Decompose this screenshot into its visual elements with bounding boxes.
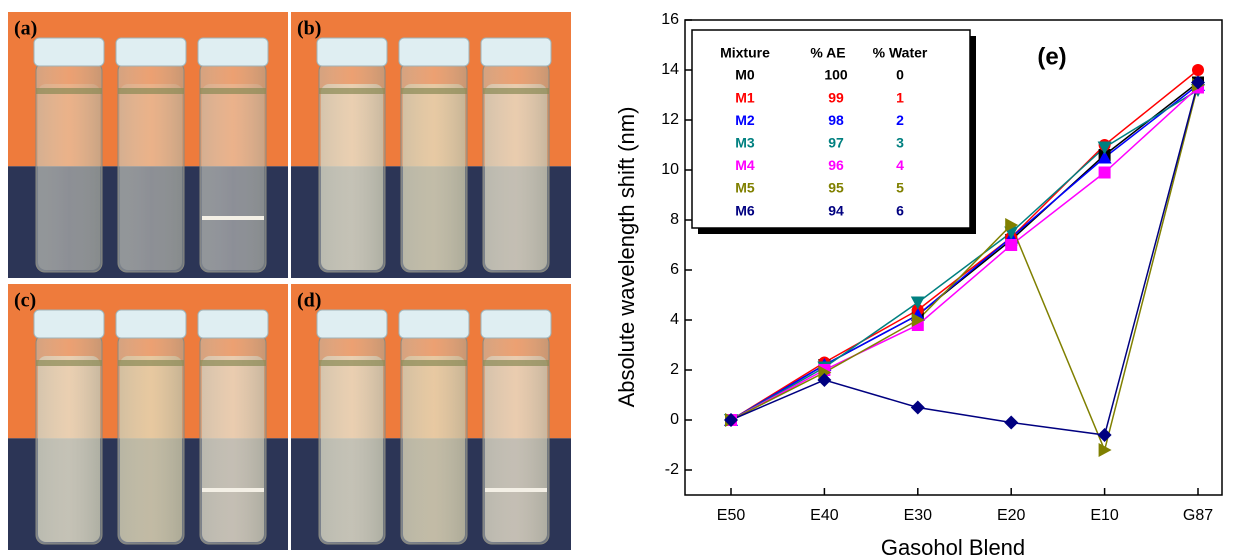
panel-label: (b): [297, 18, 321, 40]
legend-name: M1: [735, 89, 755, 105]
legend-ae: 97: [828, 135, 844, 151]
x-tick-label: G87: [1183, 507, 1213, 524]
legend-ae: 99: [828, 89, 844, 105]
legend-ae: 96: [828, 157, 844, 173]
vial-band: [36, 88, 102, 94]
vial-band: [200, 88, 266, 94]
vial-cap: [198, 310, 268, 338]
legend-name: M2: [735, 112, 755, 128]
x-tick-label: E20: [997, 507, 1026, 524]
vial-cap: [34, 310, 104, 338]
photo-panels: (a) (b) (c) (d): [8, 12, 571, 550]
legend-name: M3: [735, 135, 755, 151]
x-tick-label: E40: [810, 507, 839, 524]
legend-header: Mixture: [720, 45, 770, 61]
y-tick-label: 4: [670, 311, 679, 328]
y-tick-label: 2: [670, 361, 679, 378]
vial-cap: [116, 38, 186, 66]
legend-ae: 95: [828, 180, 844, 196]
marker: [1192, 64, 1204, 76]
legend-ae: 100: [824, 67, 848, 83]
vial-band: [483, 360, 549, 366]
legend-ae: 94: [828, 202, 844, 218]
marker: [1099, 167, 1111, 179]
panel-title: (e): [1037, 43, 1066, 70]
y-tick-label: 14: [661, 61, 679, 78]
legend: Mixture % AE % Water M0 100 0 M1 99 1 M2 98 2 M3 97 3 M…: [692, 30, 976, 234]
marker: [1004, 416, 1018, 430]
vial-phase: [202, 488, 264, 492]
vial-cap: [34, 38, 104, 66]
vial-cap: [399, 310, 469, 338]
legend-water: 0: [896, 67, 904, 83]
legend-ae: 98: [828, 112, 844, 128]
legend-water: 5: [896, 180, 904, 196]
legend-header: % AE: [810, 45, 845, 61]
panel-label: (c): [14, 290, 36, 312]
x-tick-label: E30: [904, 507, 933, 524]
marker: [911, 401, 925, 415]
panel-label: (d): [297, 290, 321, 312]
panel-label: (a): [14, 18, 37, 40]
vial-phase: [202, 216, 264, 220]
vial-band: [36, 360, 102, 366]
vial-band: [401, 88, 467, 94]
legend-water: 3: [896, 135, 904, 151]
legend-header: % Water: [873, 45, 928, 61]
marker: [1005, 239, 1017, 251]
y-tick-label: 16: [661, 11, 679, 28]
figure: (a) (b) (c) (d) Absolute wavelength shift (…: [0, 0, 1235, 560]
x-tick-label: E10: [1090, 507, 1119, 524]
y-tick-label: 10: [661, 161, 679, 178]
vial-band: [118, 88, 184, 94]
legend-name: M4: [735, 157, 755, 173]
vial-cap: [198, 38, 268, 66]
vial-cap: [317, 310, 387, 338]
vial-band: [401, 360, 467, 366]
y-tick-label: 8: [670, 211, 679, 228]
vial-band: [200, 360, 266, 366]
y-tick-label: 6: [670, 261, 679, 278]
vial-cap: [317, 38, 387, 66]
x-tick-label: E50: [717, 507, 746, 524]
y-tick-label: -2: [665, 461, 679, 478]
legend-water: 6: [896, 202, 904, 218]
vial-band: [319, 88, 385, 94]
vial-cap: [481, 310, 551, 338]
legend-name: M5: [735, 180, 755, 196]
vial-band: [483, 88, 549, 94]
vial-cap: [481, 38, 551, 66]
vial-phase: [485, 488, 547, 492]
y-axis-label: Absolute wavelength shift (nm): [614, 107, 639, 408]
vial-cap: [399, 38, 469, 66]
y-tick-label: 12: [661, 111, 679, 128]
vial-band: [118, 360, 184, 366]
legend-name: M6: [735, 202, 755, 218]
legend-name: M0: [735, 67, 755, 83]
y-tick-label: 0: [670, 411, 679, 428]
vial-cap: [116, 310, 186, 338]
x-axis-label: Gasohol Blend: [881, 535, 1025, 560]
legend-water: 4: [896, 157, 904, 173]
legend-water: 1: [896, 89, 904, 105]
vial-band: [319, 360, 385, 366]
legend-water: 2: [896, 112, 904, 128]
